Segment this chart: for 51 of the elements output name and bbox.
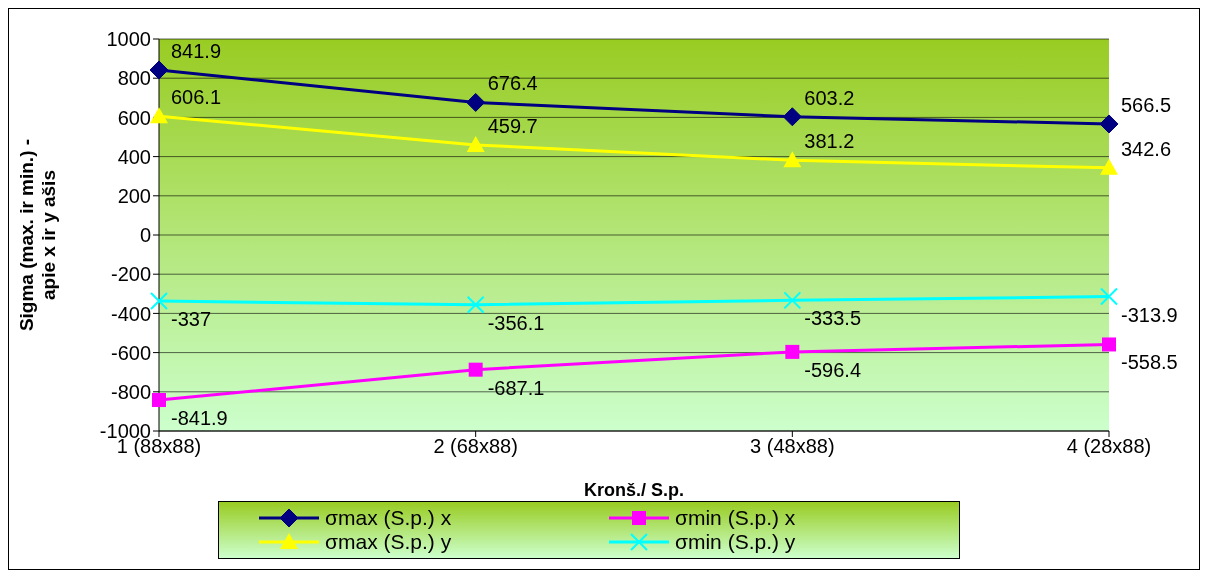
- y-tick-label: 1000: [106, 28, 151, 51]
- data-label: -558.5: [1121, 351, 1178, 374]
- y-tick-label: -400: [110, 302, 151, 325]
- point: [1102, 337, 1116, 352]
- data-label: -841.9: [171, 407, 228, 430]
- data-label: -687.1: [487, 376, 545, 399]
- point: [783, 151, 802, 168]
- data-label: 606.1: [171, 86, 222, 109]
- y-tick-label: 800: [117, 67, 151, 90]
- point: [468, 362, 483, 377]
- data-label: 676.4: [487, 72, 538, 95]
- y-tick-label: 0: [139, 224, 151, 247]
- data-label: 381.2: [804, 130, 855, 153]
- point: [466, 295, 485, 314]
- point: [466, 92, 486, 112]
- point: [150, 292, 168, 311]
- y-axis-title: Sigma (max. ir min.) - apie x ir y ašis: [16, 138, 59, 332]
- y-tick-label: 400: [117, 145, 151, 168]
- x-tick-label: 2 (68x88): [433, 435, 518, 458]
- data-label: -356.1: [487, 311, 545, 334]
- data-label: -313.9: [1121, 303, 1178, 326]
- point: [150, 107, 168, 124]
- y-tick-label: -600: [110, 341, 151, 364]
- data-label: 459.7: [487, 114, 538, 137]
- data-label: -596.4: [804, 358, 862, 381]
- y-tick-label: 200: [117, 184, 151, 207]
- point: [782, 107, 802, 127]
- data-label: 603.2: [804, 86, 855, 109]
- y-tick-label: -200: [110, 263, 151, 286]
- x-axis-title: Kronš./ S.p.: [583, 480, 685, 500]
- point: [783, 291, 802, 310]
- x-tick-label: 3 (48x88): [750, 435, 835, 458]
- data-label: 841.9: [171, 39, 222, 62]
- point: [466, 135, 485, 152]
- legend-label: σmax (S.p.) x: [325, 506, 452, 530]
- x-tick-label: 4 (28x88): [1066, 435, 1152, 458]
- point: [1100, 287, 1118, 306]
- y-tick-label: -800: [110, 380, 151, 403]
- data-label: 342.6: [1121, 137, 1172, 160]
- y-tick-label: 600: [117, 106, 151, 129]
- data-label: -333.5: [804, 307, 862, 330]
- point: [149, 60, 169, 80]
- legend-label: σmin (S.p.) x: [675, 506, 796, 530]
- data-label: 566.5: [1121, 93, 1172, 116]
- data-label: -337: [171, 308, 212, 331]
- point: [1099, 114, 1119, 134]
- point: [785, 344, 800, 359]
- point: [152, 393, 166, 408]
- legend-label: σmax (S.p.) y: [325, 530, 452, 554]
- point: [1100, 158, 1118, 175]
- legend-label: σmin (S.p.) y: [675, 530, 796, 554]
